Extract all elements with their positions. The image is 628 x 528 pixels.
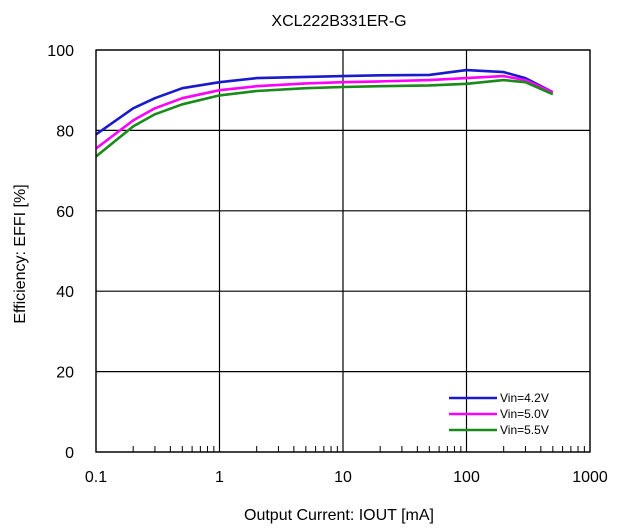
plot-area-frame — [95, 49, 591, 453]
series-line — [95, 68, 554, 136]
x-axis-ticks: 0.1 1 10 100 1000 — [85, 469, 608, 486]
y-tick-label: 100 — [47, 43, 74, 60]
y-axis-label: Efficiency: EFFI [%] — [12, 184, 29, 323]
series-line — [95, 74, 554, 150]
y-tick-label: 40 — [56, 284, 74, 301]
x-tick-label: 0.1 — [85, 469, 107, 486]
series-line — [95, 78, 554, 158]
plot-series — [95, 68, 554, 158]
chart-title: XCL222B331ER-G — [271, 13, 406, 30]
y-tick-label: 80 — [56, 123, 74, 140]
y-tick-label: 0 — [65, 445, 74, 462]
x-tick-label: 1000 — [572, 469, 608, 486]
x-tick-label: 100 — [453, 469, 480, 486]
x-axis-label: Output Current: IOUT [mA] — [244, 507, 434, 524]
x-tick-label: 10 — [334, 469, 352, 486]
y-axis-ticks: 0 20 40 60 80 100 — [47, 43, 74, 462]
legend-label: Vin=4.2V — [500, 391, 549, 405]
x-tick-label: 1 — [215, 469, 224, 486]
y-tick-label: 60 — [56, 204, 74, 221]
legend: Vin=4.2V Vin=5.0V Vin=5.5V — [449, 391, 549, 437]
legend-label: Vin=5.0V — [500, 407, 549, 421]
legend-label: Vin=5.5V — [500, 423, 549, 437]
minor-gridlines — [132, 446, 585, 452]
y-tick-label: 20 — [56, 365, 74, 382]
